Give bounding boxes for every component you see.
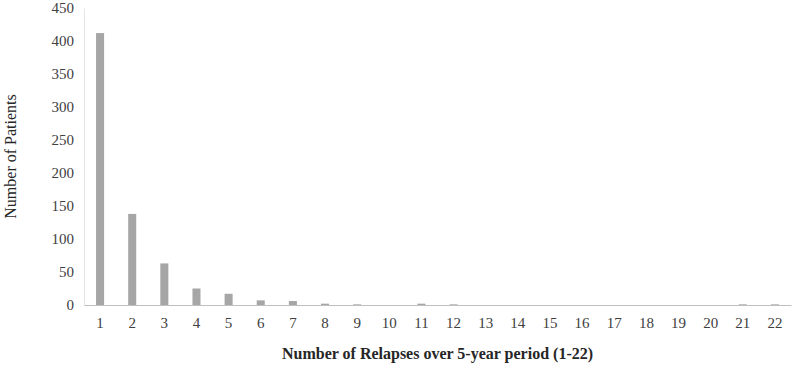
bar [160, 263, 168, 305]
x-tick-label: 18 [639, 315, 654, 331]
x-tick: 9 [353, 305, 361, 331]
y-tick-label: 300 [52, 99, 75, 115]
bar [642, 305, 650, 306]
x-tick: 1 [96, 305, 104, 331]
x-tick: 15 [542, 305, 557, 331]
bars [96, 33, 779, 305]
x-tick-label: 17 [607, 315, 623, 331]
bar [578, 305, 586, 306]
x-tick: 4 [193, 305, 201, 331]
y-axis-title: Number of Patients [2, 94, 19, 218]
x-tick-label: 4 [193, 315, 201, 331]
x-axis: 12345678910111213141516171819202122 [85, 305, 792, 331]
bar [450, 304, 458, 305]
x-tick: 21 [735, 305, 750, 331]
x-tick-label: 12 [446, 315, 461, 331]
bar [225, 294, 233, 305]
y-tick: 250 [52, 132, 85, 148]
x-tick-label: 15 [542, 315, 557, 331]
x-axis-title: Number of Relapses over 5-year period (1… [282, 345, 593, 363]
y-axis-line [84, 9, 85, 306]
x-tick-label: 13 [478, 315, 493, 331]
x-tick: 17 [607, 305, 623, 331]
bar [514, 305, 522, 306]
y-tick-label: 150 [52, 198, 75, 214]
x-tick: 2 [128, 305, 136, 331]
x-tick-label: 1 [96, 315, 104, 331]
bar [675, 305, 683, 306]
y-tick: 400 [52, 33, 85, 49]
x-tick: 13 [478, 305, 493, 331]
y-tick: 100 [52, 231, 85, 247]
x-tick: 8 [321, 305, 329, 331]
x-tick-label: 5 [225, 315, 233, 331]
bar [739, 304, 747, 305]
y-tick: 450 [52, 0, 85, 16]
bar [417, 304, 425, 305]
y-tick-label: 0 [67, 297, 75, 313]
x-tick: 18 [639, 305, 654, 331]
x-tick: 6 [257, 305, 265, 331]
y-tick-label: 400 [52, 33, 75, 49]
bar [257, 300, 265, 305]
y-tick: 150 [52, 198, 85, 214]
bar [546, 305, 554, 306]
plot-area: 0501001502002503003504004501234567891011… [52, 0, 792, 330]
x-axis-line [85, 305, 792, 306]
x-tick-label: 8 [321, 315, 329, 331]
y-tick: 200 [52, 165, 85, 181]
bar [128, 214, 136, 305]
bar [192, 289, 200, 306]
bar [385, 305, 393, 306]
x-tick-label: 11 [414, 315, 428, 331]
bar [289, 301, 297, 305]
x-tick-label: 7 [289, 315, 297, 331]
bar [610, 305, 618, 306]
y-tick: 350 [52, 66, 85, 82]
x-tick-label: 20 [703, 315, 718, 331]
x-tick-label: 10 [382, 315, 397, 331]
x-tick: 7 [289, 305, 297, 331]
x-tick: 5 [225, 305, 233, 331]
y-tick: 0 [67, 297, 85, 313]
x-tick-label: 14 [510, 315, 526, 331]
x-tick: 12 [446, 305, 461, 331]
y-tick-label: 200 [52, 165, 75, 181]
x-tick: 22 [767, 305, 782, 331]
x-tick-label: 16 [575, 315, 591, 331]
x-tick-label: 9 [353, 315, 361, 331]
x-tick: 19 [671, 305, 686, 331]
x-tick: 20 [703, 305, 718, 331]
bar [771, 304, 779, 305]
y-tick-label: 250 [52, 132, 75, 148]
x-tick: 11 [414, 305, 428, 331]
bar [707, 305, 715, 306]
y-tick-label: 100 [52, 231, 75, 247]
x-tick: 14 [510, 305, 526, 331]
x-tick-label: 22 [767, 315, 782, 331]
y-tick: 50 [59, 264, 84, 280]
bar [482, 305, 490, 306]
y-tick-label: 350 [52, 66, 75, 82]
y-tick: 300 [52, 99, 85, 115]
x-tick-label: 6 [257, 315, 265, 331]
y-tick-label: 450 [52, 0, 75, 16]
x-tick: 10 [382, 305, 397, 331]
x-tick: 16 [575, 305, 591, 331]
y-axis: 0 50 100 150 200 250 300 350 400 450 [52, 0, 85, 313]
bar [96, 33, 104, 305]
bar [353, 304, 361, 305]
y-tick-label: 50 [59, 264, 74, 280]
x-tick-label: 3 [161, 315, 169, 331]
chart: 0501001502002503003504004501234567891011… [0, 0, 795, 367]
x-tick-label: 2 [128, 315, 136, 331]
x-tick-label: 19 [671, 315, 686, 331]
bar [321, 304, 329, 305]
x-tick-label: 21 [735, 315, 750, 331]
x-tick: 3 [161, 305, 169, 331]
